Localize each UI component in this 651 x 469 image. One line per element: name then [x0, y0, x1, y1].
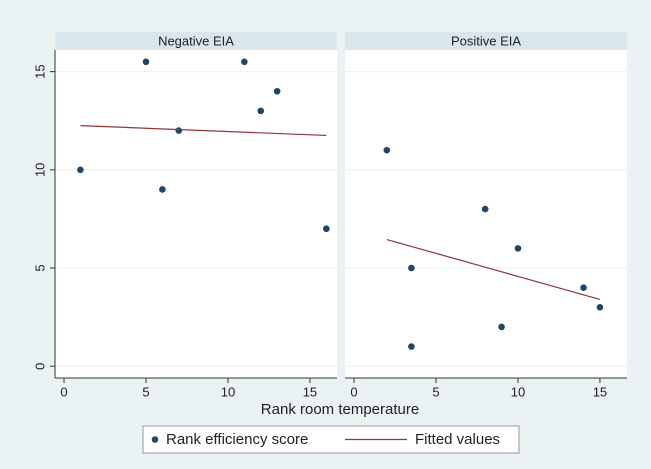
x-tick-label: 15 — [303, 384, 317, 399]
legend-box — [142, 425, 520, 454]
x-tick-label: 0 — [60, 384, 67, 399]
plot-area — [345, 50, 627, 378]
x-tick-label: 5 — [142, 384, 149, 399]
x-tick-label: 5 — [432, 384, 439, 399]
strip — [55, 32, 337, 50]
strip — [345, 32, 627, 50]
point — [498, 323, 505, 331]
legend-label: Fitted values — [415, 431, 500, 448]
fit-line — [386, 238, 601, 301]
plot-area — [55, 50, 337, 378]
point — [408, 264, 415, 272]
point — [383, 146, 391, 154]
panel-title: Positive EIA — [451, 33, 521, 48]
point — [77, 166, 84, 174]
point — [159, 186, 166, 193]
point — [408, 343, 415, 350]
y-tick-label: 5 — [32, 264, 47, 271]
point — [514, 245, 522, 252]
legend-label: Rank efficiency score — [166, 431, 308, 448]
point — [273, 87, 281, 95]
point — [596, 303, 604, 311]
y-tick-label: 15 — [32, 64, 47, 78]
point — [323, 225, 330, 233]
x-tick-label: 10 — [221, 384, 235, 399]
point — [142, 58, 150, 66]
point — [257, 107, 265, 115]
y-tick-label: 10 — [32, 163, 47, 177]
x-tick-label: 0 — [350, 384, 357, 399]
legend-marker — [151, 436, 159, 443]
y-tick-label: 0 — [32, 363, 47, 370]
point — [175, 127, 183, 134]
point — [580, 284, 587, 291]
x-tick-label: 15 — [593, 384, 607, 399]
point — [481, 205, 489, 213]
x-tick-label: 10 — [511, 384, 525, 399]
x-axis-title: Rank room temperature — [261, 401, 419, 418]
point — [241, 58, 248, 66]
panel-title: Negative EIA — [158, 33, 234, 48]
fit-line — [80, 125, 327, 137]
